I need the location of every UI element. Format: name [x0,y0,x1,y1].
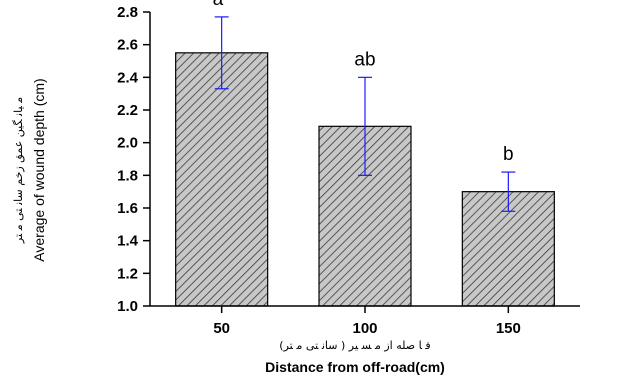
y-tick-label: 2.0 [117,135,138,152]
y-tick-label: 1.6 [117,200,138,217]
x-axis-title: Distance from off-road(cm) [265,359,445,375]
x-ticks: 50 100 150 [213,306,521,337]
y-tick-label: 2.2 [117,102,138,119]
significance-label-100: ab [354,49,375,70]
x-tick-label-100: 100 [352,320,377,337]
y-tick-label: 1.8 [117,167,138,184]
y-tick-label: 1.4 [117,233,139,250]
y-ticks: 1.0 1.2 1.4 1.6 1.8 2.0 2.2 2.4 2.6 2.8 [117,4,150,315]
x-tick-label-50: 50 [213,320,230,337]
y-tick-label: 2.8 [117,4,138,21]
y-tick-label: 2.4 [117,69,139,86]
bar-50 [175,52,269,307]
error-bars-layer [214,16,516,212]
significance-label-50: a* [213,0,232,10]
y-axis-title: Average of wound depth (cm) [31,78,47,261]
x-axis-title-farsi: ﻓ ﺎ ﺻﻠﻪ ﺍﺯ ﻣ ﺴ ﻴﺮ ( ﺳﺎﻧ ﺘﯽ ﻣ ﺘﺮ) [279,339,430,352]
y-tick-label: 1.0 [117,298,138,315]
y-tick-label: 2.6 [117,37,138,54]
significance-labels: a* ab b [213,0,514,165]
y-tick-label: 1.2 [117,265,138,282]
significance-label-150: b [503,144,514,165]
y-axis-title-farsi: ﻣ ﻴﺎﻧ ﮕﻴﻦ ﻋﻤﻖ ﺯﺧﻢ ﺳﺎﻧ ﺘﯽ ﻣ ﺘﺮ [12,97,26,244]
x-tick-label-150: 150 [496,320,521,337]
